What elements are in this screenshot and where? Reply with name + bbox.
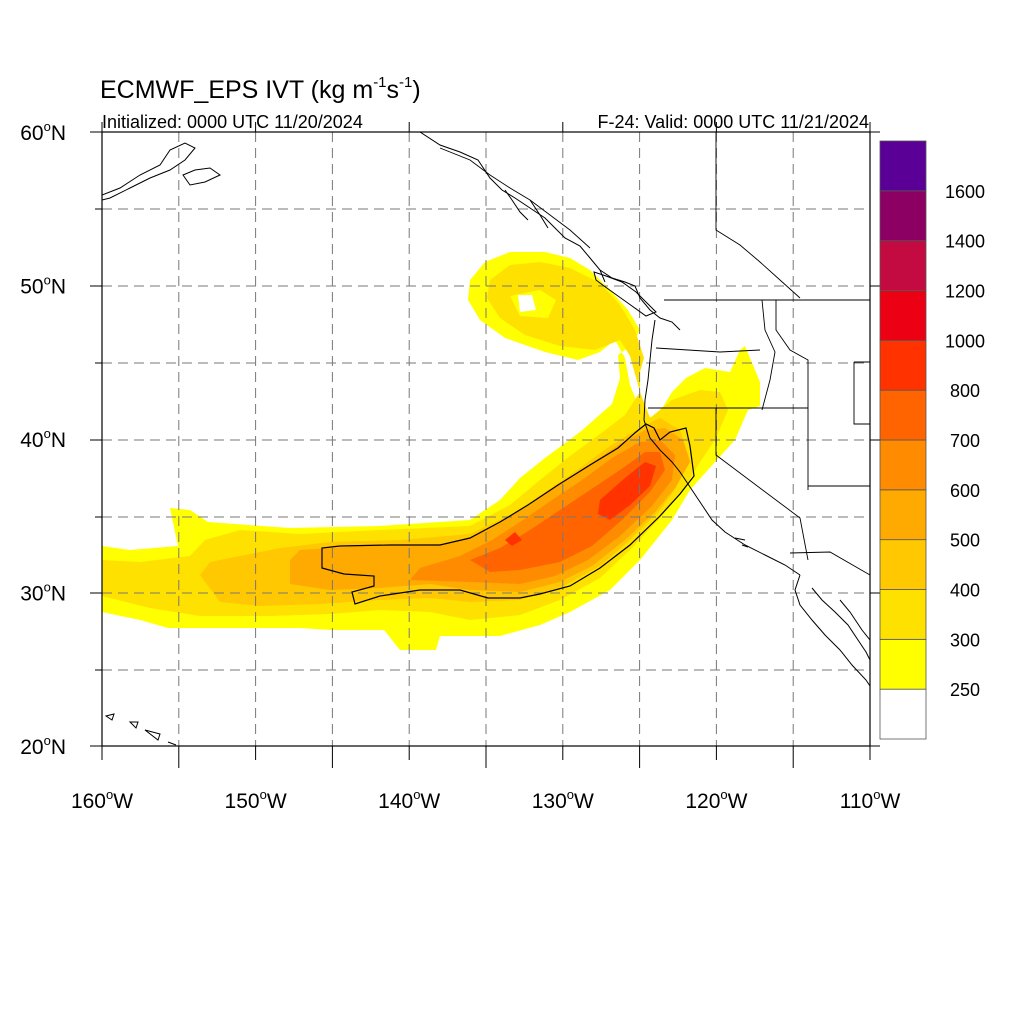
ivt-contour-700 bbox=[470, 452, 665, 572]
coastlines bbox=[102, 132, 870, 746]
colorbar-label-800: 800 bbox=[950, 381, 980, 401]
lon-label-150: 150oW bbox=[225, 787, 287, 813]
title-mid: s bbox=[387, 76, 400, 104]
colorbar-box-3 bbox=[879, 539, 927, 590]
colorbar-box-9 bbox=[879, 240, 927, 291]
colorbar-box-6 bbox=[879, 389, 927, 441]
lat-label-50: 50oN bbox=[20, 273, 66, 299]
lat-label-60: 60oN bbox=[20, 119, 66, 145]
subtitle-initialized: Initialized: 0000 UTC 11/20/2024 bbox=[102, 112, 363, 132]
alaska-coast bbox=[102, 142, 196, 201]
colorbar-box-1 bbox=[879, 638, 927, 690]
colorbar-label-700: 700 bbox=[950, 431, 980, 451]
canada-rockies-line bbox=[715, 132, 801, 299]
lon-label-110: 110oW bbox=[840, 787, 901, 813]
colorbar-box-11 bbox=[879, 140, 927, 192]
colorbar-label-300: 300 bbox=[950, 630, 980, 650]
lon-label-140: 140oW bbox=[378, 787, 440, 813]
baja-coast bbox=[794, 574, 870, 687]
colorbar-box-5 bbox=[879, 439, 927, 491]
colorbar: 250 300 400 500 600 700 800 1000 1200 1400 1600 bbox=[879, 140, 985, 740]
colorbar-label-1600: 1600 bbox=[945, 182, 985, 202]
hawaii-islands bbox=[104, 713, 177, 746]
colorbar-box-0 bbox=[879, 688, 927, 740]
chart-title: ECMWF_EPS IVT (kg m-1s-1) bbox=[100, 74, 421, 104]
axis-ticks bbox=[90, 122, 880, 768]
lon-label-160: 160oW bbox=[71, 787, 133, 813]
us-west-coast bbox=[643, 319, 801, 576]
us-mexico-border bbox=[789, 551, 870, 576]
oregon-border bbox=[655, 299, 776, 411]
colorbar-box-10 bbox=[879, 190, 927, 242]
alaska-panhandle-islands bbox=[182, 167, 549, 229]
bc-coast bbox=[599, 269, 681, 331]
lon-labels: 160oW 150oW 140oW 130oW 120oW 110oW bbox=[71, 787, 901, 813]
nevada-border bbox=[807, 361, 870, 490]
title-main: ECMWF_EPS IVT (kg m bbox=[100, 76, 373, 104]
colorbar-box-2 bbox=[879, 589, 927, 640]
colorbar-label-1000: 1000 bbox=[945, 331, 985, 351]
colorbar-label-500: 500 bbox=[950, 531, 980, 551]
vancouver-island bbox=[593, 271, 657, 317]
subtitle-valid: F-24: Valid: 0000 UTC 11/21/2024 bbox=[598, 112, 870, 132]
alaska-gulf-coast bbox=[419, 132, 606, 283]
lat-label-20: 20oN bbox=[20, 733, 66, 759]
ivt-core-max bbox=[505, 462, 656, 546]
title-end: ) bbox=[412, 76, 420, 104]
ivt-contour-600 bbox=[410, 440, 675, 584]
lon-label-130: 130oW bbox=[532, 787, 594, 813]
idaho-border bbox=[775, 300, 809, 408]
channel-islands bbox=[734, 537, 749, 548]
colorbar-box-4 bbox=[879, 489, 927, 541]
title-sup2: -1 bbox=[399, 74, 412, 91]
political-borders bbox=[439, 132, 870, 576]
lat-label-30: 30oN bbox=[20, 580, 66, 606]
lon-label-120: 120oW bbox=[685, 787, 747, 813]
colorbar-box-7 bbox=[879, 339, 927, 391]
baja-east-coast bbox=[811, 587, 870, 661]
colorbar-label-600: 600 bbox=[950, 481, 980, 501]
colorbar-box-8 bbox=[879, 290, 927, 341]
lat-label-40: 40oN bbox=[20, 426, 66, 452]
california-border bbox=[648, 407, 809, 561]
colorbar-label-250: 250 bbox=[950, 680, 980, 700]
lat-labels: 60oN 50oN 40oN 30oN 20oN bbox=[20, 119, 66, 759]
colorbar-label-400: 400 bbox=[950, 581, 980, 601]
mexico-mainland bbox=[839, 599, 870, 641]
alaska-canada-border bbox=[439, 147, 591, 249]
ivt-outline-contour bbox=[321, 423, 695, 605]
title-sup1: -1 bbox=[373, 74, 386, 91]
colorbar-label-1400: 1400 bbox=[945, 232, 985, 252]
colorbar-label-1200: 1200 bbox=[945, 282, 985, 302]
